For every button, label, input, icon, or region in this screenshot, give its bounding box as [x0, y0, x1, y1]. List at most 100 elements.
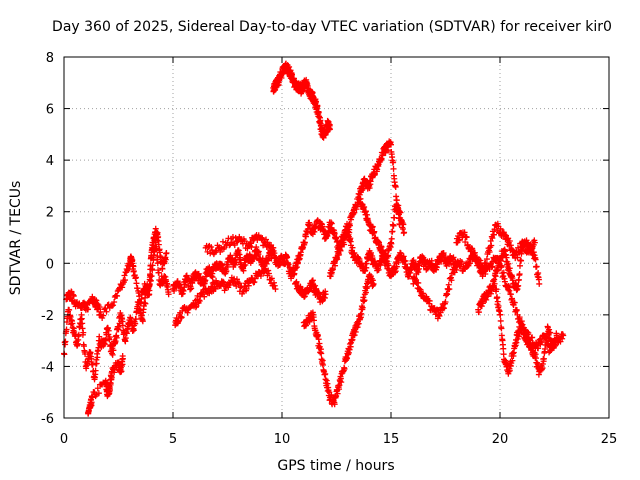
data-point: [70, 292, 77, 299]
data-point: [529, 245, 536, 252]
data-point: [229, 233, 236, 240]
data-point: [388, 235, 395, 242]
data-point: [533, 263, 540, 270]
data-point: [475, 309, 482, 316]
data-point: [108, 350, 115, 357]
data-point: [181, 281, 188, 288]
data-point: [122, 277, 129, 284]
data-point: [161, 273, 168, 280]
data-point: [448, 277, 455, 284]
data-point: [417, 286, 424, 293]
data-point: [540, 355, 547, 362]
data-point: [105, 327, 112, 334]
data-point: [237, 254, 244, 261]
data-point: [359, 186, 366, 193]
data-point: [369, 255, 376, 262]
data-point: [552, 338, 559, 345]
data-point: [188, 285, 195, 292]
data-point: [349, 244, 356, 251]
data-point: [312, 98, 319, 105]
data-point: [392, 183, 399, 190]
data-point: [322, 291, 329, 298]
data-point: [92, 367, 99, 374]
data-point: [265, 270, 272, 277]
data-point: [89, 394, 96, 401]
data-point: [311, 228, 318, 235]
data-point: [180, 287, 187, 294]
data-point: [155, 269, 162, 276]
y-tick-label: -6: [41, 412, 54, 427]
data-point: [88, 399, 95, 406]
data-point: [458, 258, 465, 265]
data-point: [538, 338, 545, 345]
data-point: [494, 298, 501, 305]
x-tick-label: 10: [274, 432, 291, 447]
data-point: [96, 303, 103, 310]
data-point: [268, 247, 275, 254]
data-point: [79, 325, 86, 332]
data-point: [497, 225, 504, 232]
data-point: [117, 311, 124, 318]
data-point: [162, 256, 169, 263]
data-point: [301, 293, 308, 300]
data-point: [109, 351, 116, 358]
data-point: [235, 247, 242, 254]
data-point: [142, 294, 149, 301]
data-point: [491, 231, 498, 238]
data-point: [255, 248, 262, 255]
data-point: [511, 299, 518, 306]
data-point: [362, 208, 369, 215]
data-point: [312, 282, 319, 289]
data-point: [218, 244, 225, 251]
data-point: [220, 278, 227, 285]
data-point: [415, 269, 422, 276]
data-point: [547, 329, 554, 336]
data-point: [271, 282, 278, 289]
data-point: [489, 235, 496, 242]
data-point: [79, 320, 86, 327]
data-point: [516, 262, 523, 269]
data-point: [500, 351, 507, 358]
data-point: [100, 312, 107, 319]
data-point: [532, 256, 539, 263]
data-point: [324, 380, 331, 387]
data-point: [471, 249, 478, 256]
data-point: [270, 244, 277, 251]
data-point: [536, 280, 543, 287]
y-tick-label: 8: [46, 51, 54, 66]
data-point: [378, 243, 385, 250]
data-point: [284, 254, 291, 261]
data-point: [115, 323, 122, 330]
data-point: [420, 290, 427, 297]
data-point: [226, 242, 233, 249]
data-points: [61, 60, 567, 417]
data-point: [336, 382, 343, 389]
data-point: [103, 308, 110, 315]
data-point: [535, 345, 542, 352]
data-point: [271, 279, 278, 286]
data-point: [491, 280, 498, 287]
data-point: [113, 334, 120, 341]
data-point: [479, 300, 486, 307]
data-point: [375, 266, 382, 273]
data-point: [96, 333, 103, 340]
data-point: [392, 268, 399, 275]
data-point: [406, 273, 413, 280]
data-point: [496, 260, 503, 267]
data-point: [89, 361, 96, 368]
data-point: [178, 314, 185, 321]
data-point: [208, 244, 215, 251]
data-point: [442, 298, 449, 305]
data-point: [385, 147, 392, 154]
data-point: [95, 390, 102, 397]
data-point: [165, 291, 172, 298]
axis-ticks: 0 5 10 15 20 25 -6 -4 -2 0 2 4 6 8: [41, 51, 617, 447]
data-point: [122, 335, 129, 342]
data-point: [370, 280, 377, 287]
data-point: [389, 228, 396, 235]
y-tick-label: 0: [46, 257, 54, 272]
y-tick-label: 4: [46, 154, 54, 169]
data-point: [500, 345, 507, 352]
